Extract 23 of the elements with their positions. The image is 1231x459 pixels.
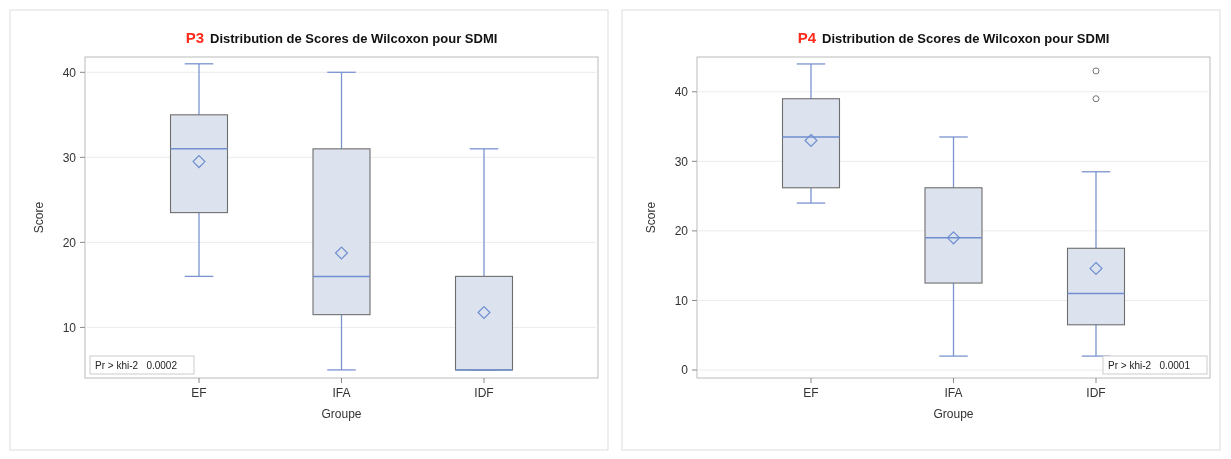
y-axis-title: Score (32, 201, 46, 234)
y-tick-label: 10 (674, 293, 689, 308)
x-tick-label: IDF (1086, 386, 1106, 400)
chart-title: P3 Distribution de Scores de Wilcoxon pour SDMI (185, 29, 498, 46)
y-axis-title: Score (644, 201, 658, 234)
annotation: Pr > khi-2 0.0001 (1108, 360, 1191, 371)
chart-title: P4 Distribution de Scores de Wilcoxon pour SDMI (797, 29, 1110, 46)
x-tick-label: EF (803, 386, 819, 400)
annotation: Pr > khi-2 0.0002 (95, 360, 178, 371)
y-tick-label: 40 (62, 65, 77, 80)
x-tick-label: IFA (944, 386, 963, 400)
y-tick-label: 30 (674, 154, 689, 169)
y-tick-label: 40 (674, 84, 689, 99)
y-tick-label: 30 (62, 150, 77, 165)
x-tick-label: IFA (332, 386, 351, 400)
y-tick-label: 0 (681, 363, 689, 378)
x-tick-label: IDF (474, 386, 494, 400)
y-tick-label: 20 (674, 224, 689, 239)
x-axis-title: Groupe (321, 407, 362, 421)
y-tick-label: 10 (62, 320, 77, 335)
y-tick-label: 20 (62, 235, 77, 250)
x-axis-title: Groupe (933, 407, 974, 421)
x-tick-label: EF (191, 386, 207, 400)
